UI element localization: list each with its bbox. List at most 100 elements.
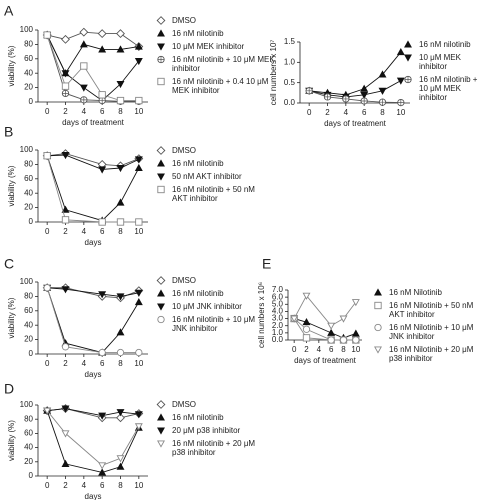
series-line — [46, 34, 140, 102]
y-tick-label: 60 — [24, 174, 33, 183]
series-line — [47, 31, 140, 47]
legend-marker — [374, 301, 382, 310]
marker — [43, 31, 51, 39]
x-tick-label: 6 — [100, 227, 105, 236]
panel-letter: B — [4, 124, 13, 140]
marker — [116, 293, 125, 301]
marker — [396, 48, 405, 56]
marker — [134, 411, 143, 419]
marker — [396, 77, 405, 85]
marker — [61, 205, 70, 213]
legend-marker — [157, 29, 165, 37]
y-tick-label: 1.0 — [284, 57, 296, 66]
legend-label: 16 nM nilotinib — [172, 289, 224, 298]
legend-item: 16 nM nilotinib — [155, 289, 265, 298]
panel: E 0.01.02.03.04.05.06.07.0 0 2 4 6 8 10 days of … — [257, 256, 362, 365]
marker-cross — [360, 97, 368, 105]
marker — [43, 152, 51, 160]
legend-marker — [157, 315, 165, 324]
y-tick-label: 100 — [20, 145, 34, 154]
legend: 16 nM Nilotinib 16 nM Nilotinib + 50 nM A… — [372, 288, 484, 367]
x-tick-label: 0 — [45, 107, 50, 116]
x-tick-label: 10 — [134, 481, 143, 490]
panel-letter: C — [4, 256, 14, 272]
legend-item: 16 nM Nilotinib + 20 μM p38 inhibitor — [372, 345, 484, 363]
legend-item: 16 nM nilotinib — [402, 40, 484, 49]
y-tick-label: 60 — [24, 429, 33, 438]
marker — [61, 152, 70, 160]
marker-cross — [342, 95, 350, 103]
legend-marker — [157, 413, 165, 421]
y-tick-label: 80 — [24, 160, 33, 169]
marker — [290, 315, 299, 323]
marker — [378, 87, 387, 95]
marker — [61, 70, 70, 78]
x-tick-label: 8 — [118, 227, 123, 236]
marker — [157, 427, 165, 435]
series-line — [47, 408, 139, 419]
marker — [157, 173, 165, 181]
y-tick-label: 20 — [24, 457, 33, 466]
marker-cross — [305, 87, 313, 94]
marker — [134, 163, 143, 172]
legend: DMSO 16 nM nilotinib 10 μM JNK inhibitor 16… — [155, 276, 265, 337]
legend-item: 10 μM JNK inhibitor — [155, 302, 265, 311]
marker — [61, 216, 70, 224]
y-tick-label: 0 — [29, 349, 34, 358]
marker — [351, 299, 360, 307]
legend-marker — [374, 288, 382, 296]
x-tick-label: 6 — [100, 359, 105, 368]
marker — [360, 84, 369, 92]
marker — [61, 459, 70, 467]
y-tick-label: 0 — [29, 471, 34, 480]
legend-marker — [157, 77, 165, 86]
legend-label: 50 nM AKT inhibitor — [172, 172, 242, 181]
legend-marker — [157, 185, 165, 194]
x-tick-label: 4 — [82, 481, 87, 490]
marker — [134, 42, 143, 50]
y-tick-label: 40 — [24, 68, 33, 77]
x-tick-label: 4 — [344, 108, 349, 117]
legend-label: 16 nM nilotinib + 10 μM MEK inhibitor — [172, 55, 275, 73]
marker-cross — [157, 56, 165, 63]
y-tick-label: 60 — [24, 306, 33, 315]
x-tick-label: 6 — [100, 481, 105, 490]
panel: D 0 20 40 60 80 100 0 2 4 6 8 10 days viability (%) — [4, 381, 148, 500]
marker — [98, 218, 106, 226]
legend-item: DMSO — [155, 400, 265, 409]
legend-label: 16 nM nilotinib — [172, 413, 224, 422]
legend-item: 16 nM nilotinib — [155, 29, 275, 38]
legend: DMSO 16 nM nilotinib 50 nM AKT inhibitor 16… — [155, 146, 265, 207]
marker — [378, 70, 387, 78]
marker — [157, 77, 165, 86]
x-axis-label: days — [85, 370, 102, 379]
marker — [116, 409, 125, 417]
y-axis-label: viability (%) — [7, 420, 16, 461]
x-tick-label: 10 — [396, 108, 405, 117]
marker — [157, 303, 165, 311]
marker — [79, 84, 88, 92]
marker — [404, 54, 412, 62]
legend-label: 16 nM Nilotinib + 50 nM AKT inhibitor — [389, 301, 474, 319]
legend-item: DMSO — [155, 276, 265, 285]
x-tick-label: 10 — [134, 359, 143, 368]
y-tick-label: 1.0 — [272, 328, 284, 337]
marker — [156, 276, 166, 285]
legend-marker — [157, 303, 165, 311]
legend-label: 16 nM nilotinib + 0.4 10 μM MEK inhibito… — [172, 77, 269, 95]
series-line — [46, 287, 139, 354]
legend-marker — [157, 55, 165, 64]
marker — [116, 348, 125, 357]
marker — [339, 315, 348, 323]
legend-marker — [156, 146, 166, 155]
marker — [302, 318, 311, 326]
series-line — [46, 34, 139, 102]
marker — [98, 291, 107, 299]
legend-marker — [157, 159, 165, 167]
marker-cross — [379, 98, 386, 106]
legend-label: DMSO — [172, 400, 196, 409]
x-tick-label: 2 — [63, 359, 68, 368]
y-tick-label: 3.0 — [272, 314, 284, 323]
y-axis-label: cell numbers x 10⁶ — [257, 282, 266, 348]
